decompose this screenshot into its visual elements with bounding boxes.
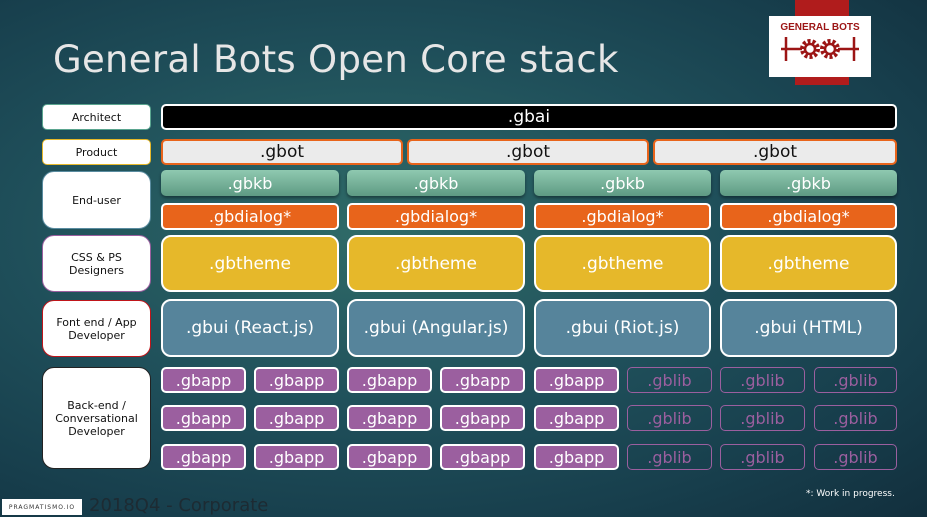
gbapp-block: .gbapp — [254, 405, 339, 431]
gbui-block: .gbui (Angular.js) — [347, 299, 525, 357]
footnote: *: Work in progress. — [806, 489, 895, 499]
gbot-block: .gbot — [653, 139, 897, 165]
gblib-block: .gblib — [720, 405, 805, 431]
gbapp-block: .gbapp — [161, 444, 246, 470]
gblib-block: .gblib — [627, 444, 712, 470]
logo-text: GENERAL BOTS — [780, 22, 860, 33]
gbtheme-block: .gbtheme — [720, 235, 897, 292]
footer-text: 2018Q4 - Corporate — [89, 495, 269, 516]
gblib-block: .gblib — [814, 405, 897, 431]
role-label: Architect — [42, 104, 151, 130]
gbai-block: .gbai — [161, 104, 897, 130]
gblib-block: .gblib — [720, 367, 805, 393]
gbapp-block: .gbapp — [440, 367, 525, 393]
role-label: End-user — [42, 171, 151, 229]
gbkb-block: .gbkb — [347, 170, 525, 196]
gbapp-block: .gbapp — [347, 367, 432, 393]
gbapp-block: .gbapp — [347, 444, 432, 470]
gbapp-block: .gbapp — [161, 405, 246, 431]
gbapp-block: .gbapp — [254, 444, 339, 470]
gbkb-block: .gbkb — [534, 170, 711, 196]
gbdialog-block: .gbdialog* — [720, 203, 897, 230]
gbapp-block: .gbapp — [161, 367, 246, 393]
gblib-block: .gblib — [720, 444, 805, 470]
gbkb-block: .gbkb — [720, 170, 897, 196]
gblib-block: .gblib — [627, 405, 712, 431]
gbdialog-block: .gbdialog* — [347, 203, 525, 230]
general-bots-logo: GENERAL BOTS — [769, 16, 871, 77]
gbot-block: .gbot — [161, 139, 403, 165]
role-label: CSS & PS Designers — [42, 235, 151, 292]
gbdialog-block: .gbdialog* — [161, 203, 339, 230]
role-label: Product — [42, 139, 151, 165]
gbapp-block: .gbapp — [254, 367, 339, 393]
role-label: Font end / App Developer — [42, 300, 151, 357]
gbapp-block: .gbapp — [440, 405, 525, 431]
gbkb-block: .gbkb — [161, 170, 339, 196]
pragmatismo-logo: PRAGMATISMO.IO — [2, 499, 82, 515]
slide-title: General Bots Open Core stack — [53, 38, 619, 81]
gbui-block: .gbui (Riot.js) — [534, 299, 711, 357]
gbapp-block: .gbapp — [534, 444, 619, 470]
gbtheme-block: .gbtheme — [161, 235, 339, 292]
gbtheme-block: .gbtheme — [347, 235, 525, 292]
gbapp-block: .gbapp — [347, 405, 432, 431]
gbapp-block: .gbapp — [440, 444, 525, 470]
gbui-block: .gbui (React.js) — [161, 299, 339, 357]
gbui-block: .gbui (HTML) — [720, 299, 897, 357]
gblib-block: .gblib — [814, 367, 897, 393]
role-label: Back-end / Conversational Developer — [42, 367, 151, 469]
gbdialog-block: .gbdialog* — [534, 203, 711, 230]
gblib-block: .gblib — [627, 367, 712, 393]
gears-icon — [781, 37, 859, 61]
gbtheme-block: .gbtheme — [534, 235, 711, 292]
gbot-block: .gbot — [407, 139, 649, 165]
gbapp-block: .gbapp — [534, 367, 619, 393]
gbapp-block: .gbapp — [534, 405, 619, 431]
gblib-block: .gblib — [814, 444, 897, 470]
